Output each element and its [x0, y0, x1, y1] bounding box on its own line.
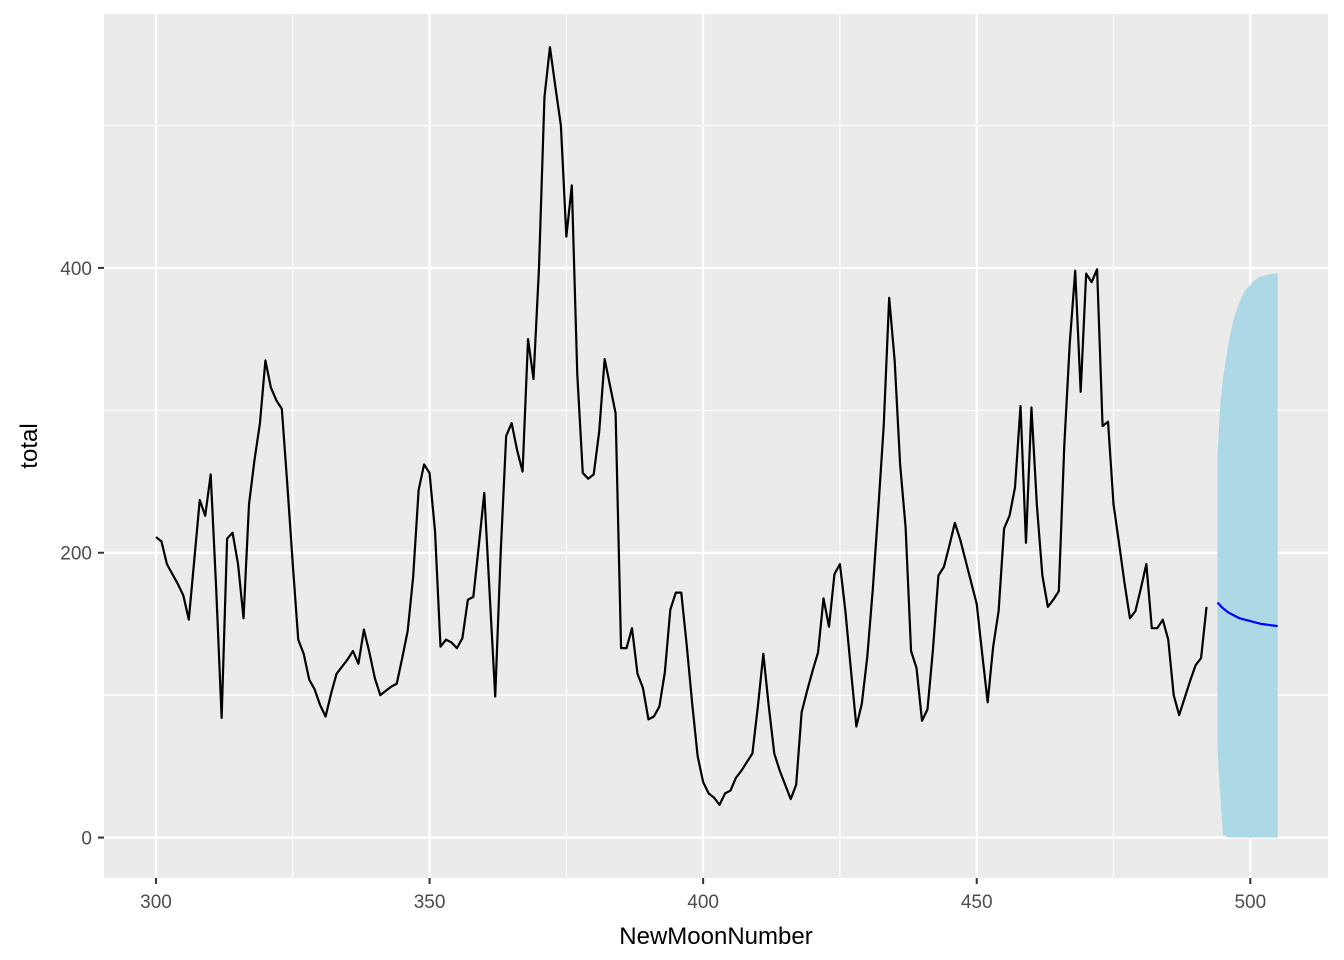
x-axis-title: NewMoonNumber — [619, 923, 812, 950]
y-tick-label: 0 — [81, 829, 92, 850]
forecast-mean-line — [1216, 601, 1278, 628]
y-tick-label: 400 — [60, 259, 92, 280]
major-gridlines — [104, 14, 1328, 878]
x-tick-label: 400 — [687, 892, 719, 913]
minor-gridlines — [104, 14, 1328, 878]
x-tick-label: 500 — [1234, 892, 1266, 913]
x-tick-label: 300 — [140, 892, 172, 913]
series-layer — [155, 46, 1278, 806]
x-tick-label: 350 — [414, 892, 446, 913]
y-tick-label: 200 — [60, 544, 92, 565]
forecast-interval-layer — [1217, 273, 1278, 838]
observed-line — [155, 46, 1208, 806]
x-axis: 300 350 400 450 500 — [140, 878, 1266, 913]
panel-background — [104, 14, 1328, 878]
y-axis: 0 200 400 — [60, 259, 104, 850]
y-axis-title: total — [16, 423, 43, 468]
forecast-interval-ribbon — [1217, 273, 1278, 838]
x-tick-label: 450 — [961, 892, 993, 913]
